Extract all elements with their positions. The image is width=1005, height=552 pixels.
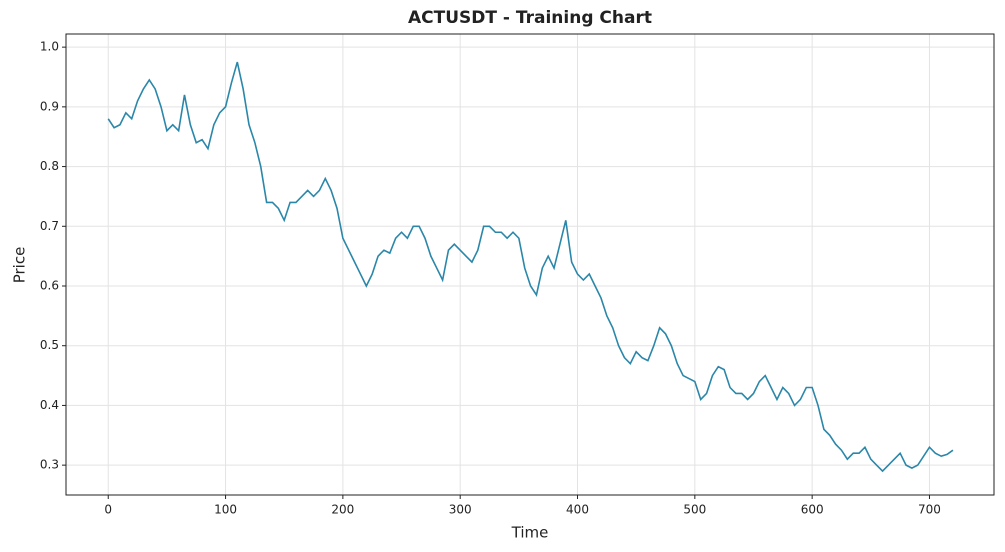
x-tick-label: 0: [104, 503, 112, 517]
y-tick-label: 0.8: [40, 159, 59, 173]
y-tick-label: 0.3: [40, 458, 59, 472]
x-tick-label: 200: [331, 503, 354, 517]
y-tick-label: 0.7: [40, 219, 59, 233]
price-line: [107, 61, 954, 473]
x-axis-label: Time: [511, 524, 549, 542]
x-tick-label: 600: [801, 503, 824, 517]
y-tick-label: 0.5: [40, 338, 59, 352]
y-axis-label: Price: [11, 247, 29, 284]
y-tick-label: 0.4: [40, 398, 59, 412]
x-tick-label: 300: [449, 503, 472, 517]
y-tick-label: 1.0: [40, 40, 59, 54]
y-tick-label: 0.6: [40, 278, 59, 292]
x-tick-label: 400: [566, 503, 589, 517]
chart-title: ACTUSDT - Training Chart: [408, 8, 652, 28]
x-tick-label: 500: [683, 503, 706, 517]
x-tick-label: 100: [214, 503, 237, 517]
x-tick-label: 700: [918, 503, 941, 517]
plot-frame: [65, 33, 995, 496]
y-tick-label: 0.9: [40, 99, 59, 113]
